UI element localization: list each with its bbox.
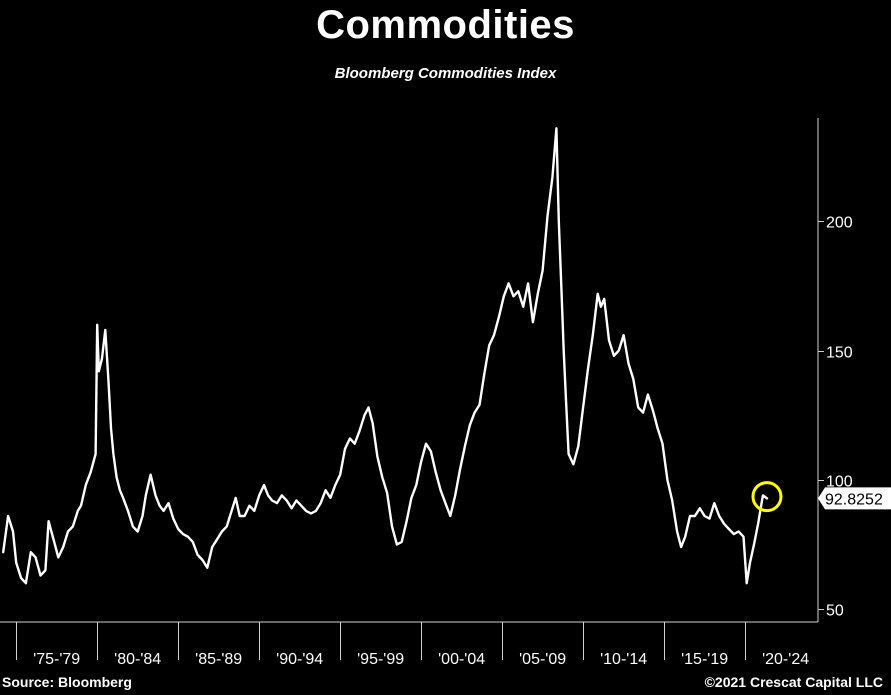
series-layer xyxy=(2,127,769,585)
x-axis: '75-'79 '80-'84 '85-'89 '90-'94 '95-'99 '00-'… xyxy=(0,621,818,668)
x-tick-label: '85-'89 xyxy=(195,651,242,668)
last-value-label: 92.8252 xyxy=(825,491,883,508)
x-tick-label: '15-'19 xyxy=(681,651,728,668)
y-tick-label: 150 xyxy=(826,345,853,362)
x-tick-label: '80-'84 xyxy=(114,651,161,668)
source-label: Source: Bloomberg xyxy=(2,674,132,690)
x-tick-label: '95-'99 xyxy=(357,651,404,668)
y-tick-label: 50 xyxy=(826,603,844,620)
last-value-tag xyxy=(818,487,891,510)
copyright-label: ©2021 Crescat Capital LLC xyxy=(704,674,883,690)
x-tick-label: '20-'24 xyxy=(762,651,809,668)
y-tick-label: 200 xyxy=(826,215,853,232)
series-line xyxy=(2,127,769,585)
highlight-circle xyxy=(751,481,783,513)
x-tick-label: '05-'09 xyxy=(519,651,566,668)
chart-subtitle: Bloomberg Commodities Index xyxy=(334,65,557,82)
x-tick-label: '90-'94 xyxy=(276,651,323,668)
x-tick-label: '75-'79 xyxy=(33,651,80,668)
y-axis: 50 100 150 200 xyxy=(817,118,853,622)
x-tick-label: '10-'14 xyxy=(600,651,647,668)
x-tick-label: '00-'04 xyxy=(438,651,485,668)
annotation-layer: 92.8252 xyxy=(751,481,891,513)
chart-title: Commodities xyxy=(316,3,575,47)
y-tick-label: 100 xyxy=(826,474,853,491)
